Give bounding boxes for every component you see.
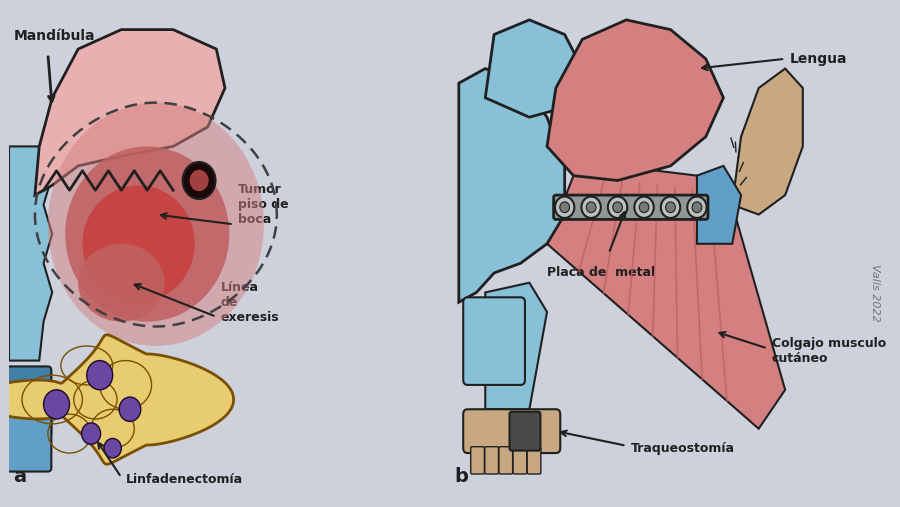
Circle shape (104, 439, 122, 458)
Circle shape (190, 170, 209, 191)
Circle shape (639, 202, 649, 212)
Polygon shape (547, 20, 724, 180)
FancyBboxPatch shape (554, 195, 708, 220)
Circle shape (555, 197, 574, 218)
Ellipse shape (83, 186, 194, 302)
FancyBboxPatch shape (499, 447, 513, 474)
Text: Traqueostomía: Traqueostomía (631, 442, 734, 455)
Polygon shape (485, 20, 582, 117)
Text: Linfadenectomía: Linfadenectomía (126, 474, 243, 486)
Text: Colgajo musculo
cutáneo: Colgajo musculo cutáneo (772, 337, 886, 365)
Polygon shape (459, 68, 564, 302)
Circle shape (183, 162, 215, 199)
Polygon shape (733, 68, 803, 214)
Text: Placa de  metal: Placa de metal (547, 266, 655, 279)
Circle shape (586, 202, 596, 212)
FancyBboxPatch shape (527, 447, 541, 474)
Polygon shape (697, 166, 741, 244)
FancyBboxPatch shape (471, 447, 484, 474)
Circle shape (688, 197, 706, 218)
Text: Mandíbula: Mandíbula (14, 29, 94, 43)
Circle shape (119, 397, 140, 421)
Polygon shape (9, 147, 52, 360)
FancyBboxPatch shape (509, 412, 540, 451)
Circle shape (43, 390, 69, 419)
Circle shape (560, 202, 570, 212)
Ellipse shape (65, 147, 230, 321)
Circle shape (661, 197, 680, 218)
FancyBboxPatch shape (485, 447, 499, 474)
Text: b: b (454, 467, 468, 486)
Circle shape (82, 423, 101, 444)
Text: a: a (14, 467, 26, 486)
Text: Valls 2022: Valls 2022 (870, 264, 880, 321)
Text: Tumor
piso de
boca: Tumor piso de boca (238, 184, 289, 226)
FancyBboxPatch shape (5, 415, 51, 472)
Ellipse shape (48, 102, 264, 346)
Polygon shape (485, 283, 547, 409)
FancyBboxPatch shape (5, 367, 51, 438)
FancyBboxPatch shape (464, 297, 525, 385)
Circle shape (692, 202, 702, 212)
Circle shape (608, 197, 627, 218)
Circle shape (634, 197, 653, 218)
Polygon shape (547, 166, 785, 429)
Circle shape (581, 197, 601, 218)
Polygon shape (35, 29, 225, 195)
FancyBboxPatch shape (464, 409, 560, 453)
Circle shape (666, 202, 675, 212)
Polygon shape (0, 335, 234, 464)
Text: Lengua: Lengua (789, 52, 847, 66)
Text: Línea
de
exeresis: Línea de exeresis (220, 281, 279, 323)
Circle shape (86, 360, 112, 390)
Circle shape (613, 202, 623, 212)
Ellipse shape (78, 244, 165, 321)
FancyBboxPatch shape (513, 447, 526, 474)
